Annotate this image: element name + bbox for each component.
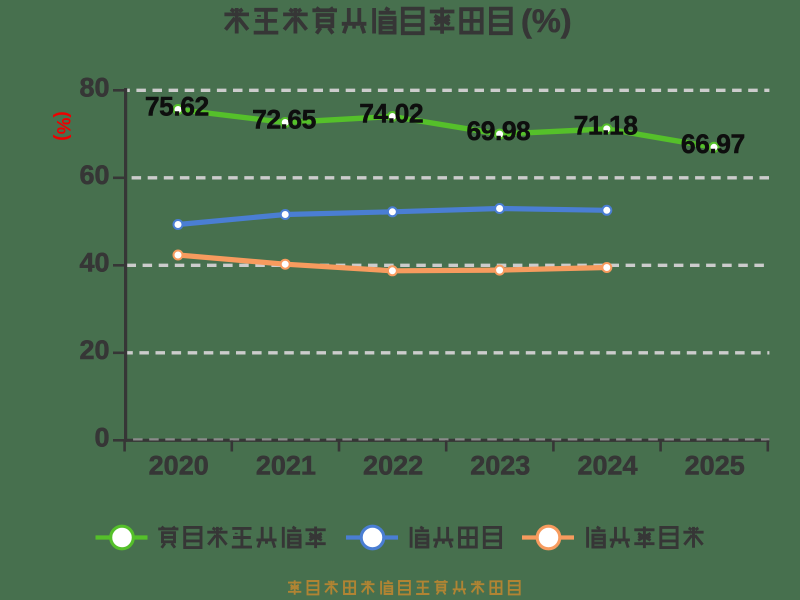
- svg-text:20: 20: [79, 335, 109, 365]
- svg-text:2025: 2025: [685, 451, 745, 481]
- svg-text:2024: 2024: [577, 451, 637, 481]
- svg-text:72.65: 72.65: [252, 104, 316, 134]
- svg-text:71.18: 71.18: [574, 111, 638, 141]
- svg-text:80: 80: [79, 73, 109, 103]
- svg-text:75.62: 75.62: [145, 91, 209, 121]
- svg-text:60: 60: [79, 160, 109, 190]
- svg-text:(%): (%): [52, 111, 73, 141]
- svg-text:2021: 2021: [256, 451, 316, 481]
- svg-text:2023: 2023: [470, 451, 530, 481]
- svg-text:0: 0: [94, 423, 109, 453]
- svg-text:69.98: 69.98: [466, 116, 530, 146]
- svg-text:74.02: 74.02: [359, 98, 423, 128]
- svg-text:(%): (%): [521, 3, 572, 39]
- svg-text:2022: 2022: [363, 451, 423, 481]
- svg-text:40: 40: [79, 248, 109, 278]
- svg-text:66.97: 66.97: [681, 129, 745, 159]
- svg-text:2020: 2020: [149, 451, 209, 481]
